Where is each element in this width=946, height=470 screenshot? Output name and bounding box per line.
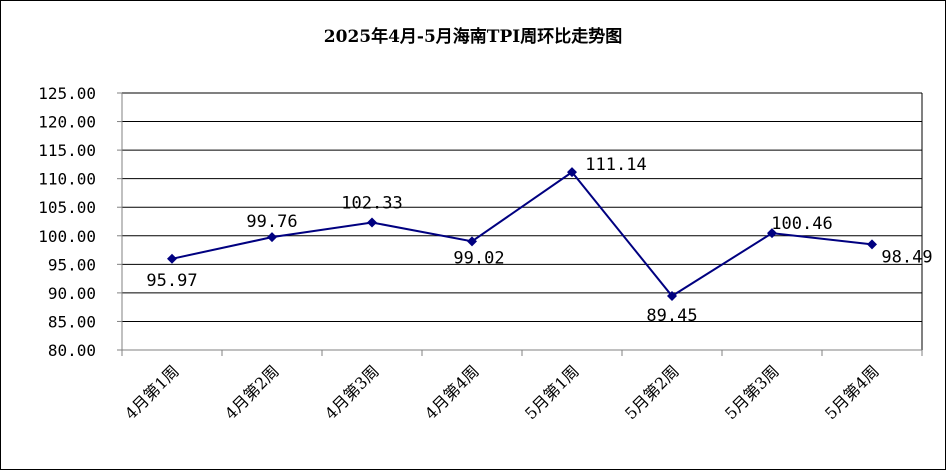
- x-tick-labels: 4月第1周 4月第2周 4月第3周 4月第4周 5月第1周 5月第2周 5月第3周 5月第4周: [121, 361, 883, 423]
- data-point-marker: [567, 167, 577, 178]
- y-tick-label: 120.00: [38, 113, 96, 132]
- y-tick-label: 100.00: [38, 227, 96, 246]
- axes: [117, 92, 923, 356]
- y-tick-label: 80.00: [48, 341, 96, 360]
- series-group: [167, 167, 877, 302]
- data-labels: 95.97 99.76 102.33 99.02 111.14 89.45 100.46 98…: [146, 155, 932, 326]
- data-point-marker: [367, 217, 377, 228]
- data-point-marker: [667, 291, 677, 302]
- y-tick-labels: 80.00 85.00 90.00 95.00 100.00 105.00 110.00 11…: [38, 84, 96, 360]
- data-label: 99.76: [246, 212, 297, 232]
- x-tick-label: 5月第3周: [721, 361, 783, 423]
- data-label: 111.14: [585, 155, 646, 175]
- data-label: 100.46: [771, 214, 832, 234]
- data-label: 99.02: [453, 248, 504, 268]
- y-tick-label: 95.00: [48, 255, 96, 274]
- x-tick-label: 5月第2周: [621, 361, 683, 423]
- x-tick-label: 5月第1周: [521, 361, 583, 423]
- data-label: 89.45: [646, 306, 697, 326]
- x-tick-label: 4月第3周: [321, 361, 383, 423]
- data-point-marker: [167, 253, 177, 264]
- y-tick-label: 105.00: [38, 198, 96, 217]
- data-point-marker: [267, 232, 277, 243]
- y-tick-label: 85.00: [48, 312, 96, 331]
- data-label: 95.97: [146, 271, 197, 291]
- data-label: 102.33: [341, 193, 402, 213]
- data-label: 98.49: [881, 247, 932, 267]
- data-point-marker: [467, 236, 477, 247]
- x-tick-label: 5月第4周: [821, 361, 883, 423]
- series-line: [171, 170, 873, 298]
- data-point-marker: [867, 239, 877, 250]
- y-tick-label: 115.00: [38, 141, 96, 160]
- x-tick-label: 4月第4周: [421, 361, 483, 423]
- y-tick-label: 90.00: [48, 284, 96, 303]
- chart-title: 2025年4月-5月海南TPI周环比走势图: [323, 27, 623, 47]
- x-tick-label: 4月第1周: [121, 361, 183, 423]
- x-tick-label: 4月第2周: [221, 361, 283, 423]
- y-tick-label: 110.00: [38, 170, 96, 189]
- data-point-marker: [767, 228, 777, 239]
- y-tick-label: 125.00: [38, 84, 96, 103]
